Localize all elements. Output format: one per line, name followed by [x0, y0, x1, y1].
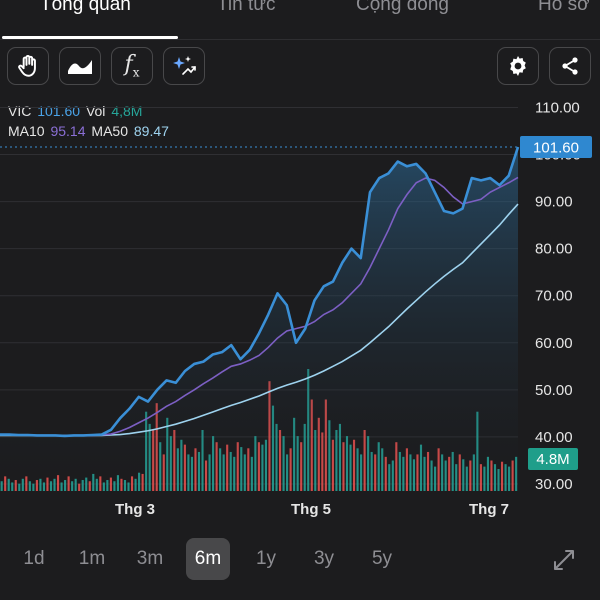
drawing-mode-button[interactable] [7, 47, 49, 85]
indicators-button[interactable]: fx [111, 47, 153, 85]
price-chart[interactable]: 110.00100.0090.0080.0070.0060.0050.0040.… [0, 90, 600, 530]
tabs-divider [0, 39, 600, 40]
hand-icon [18, 55, 36, 77]
ma50-label: MA50 [91, 123, 128, 139]
volume-badge-label: 4.8M [536, 451, 569, 468]
y-tick-label: 50.00 [535, 382, 573, 399]
period-1y[interactable]: 1y [255, 548, 277, 569]
sparkle-icon [173, 56, 196, 75]
volume-badge [528, 448, 578, 470]
last-price-label: 101.60 [533, 140, 579, 157]
ma10-label: MA10 [8, 123, 45, 139]
share-button[interactable] [549, 47, 591, 85]
legend-ma-row: MA10 95.14 MA50 89.47 [8, 123, 171, 139]
top-tabs: Tổng quan Tin tức Cộng đồng Hồ sơ [0, 0, 600, 40]
y-tick-label: 30.00 [535, 476, 573, 493]
period-1m[interactable]: 1m [78, 548, 106, 569]
period-1d[interactable]: 1d [23, 548, 45, 569]
ma10-value: 95.14 [50, 123, 86, 139]
x-tick-label: Thg 7 [469, 501, 509, 518]
period-selector: 1d 1m 3m 6m 1y 3y 5y [10, 538, 590, 582]
expand-icon[interactable] [552, 548, 576, 572]
last-price-badge [520, 136, 592, 158]
tab-profile[interactable]: Hồ sơ [538, 0, 590, 15]
price-area [0, 147, 518, 491]
function-icon: fx [124, 52, 140, 80]
tab-overview[interactable]: Tổng quan [40, 0, 131, 15]
y-tick-label: 110.00 [535, 99, 580, 116]
period-3m[interactable]: 3m [136, 548, 164, 569]
ai-analysis-button[interactable] [163, 47, 205, 85]
y-tick-label: 40.00 [535, 429, 573, 446]
y-tick-label: 70.00 [535, 288, 573, 305]
period-3y[interactable]: 3y [313, 548, 335, 569]
y-tick-label: 60.00 [535, 335, 573, 352]
y-tick-label: 80.00 [535, 241, 573, 258]
period-5y[interactable]: 5y [371, 548, 393, 569]
chart-type-button[interactable] [59, 47, 101, 85]
period-6m[interactable]: 6m [186, 538, 230, 580]
x-tick-label: Thg 3 [115, 501, 155, 518]
tab-news[interactable]: Tin tức [217, 0, 276, 15]
active-tab-indicator [2, 36, 178, 39]
share-icon [562, 57, 578, 75]
y-tick-label: 90.00 [535, 194, 573, 211]
x-tick-label: Thg 5 [291, 501, 331, 518]
ma50-value: 89.47 [133, 123, 169, 139]
area-chart-icon [68, 60, 92, 74]
settings-button[interactable] [497, 47, 539, 85]
tab-community[interactable]: Cộng đồng [356, 0, 449, 15]
gear-icon [510, 56, 526, 76]
price-line [0, 146, 520, 438]
